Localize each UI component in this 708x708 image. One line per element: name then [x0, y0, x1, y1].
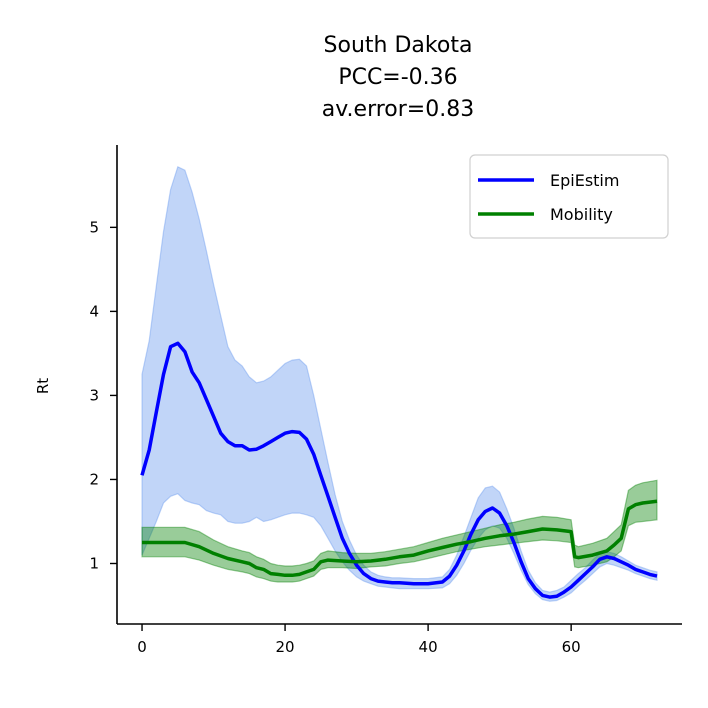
- x-ticks: 0 20 40 60: [137, 624, 581, 656]
- mobility-line: [142, 499, 658, 578]
- legend: EpiEstim Mobility: [469, 154, 669, 239]
- x-tick-label-40: 40: [419, 638, 438, 656]
- axes: [116, 145, 682, 625]
- x-tick-label-60: 60: [562, 638, 581, 656]
- x-tick-label-0: 0: [137, 638, 147, 656]
- y-tick-label-5: 5: [89, 218, 99, 236]
- y-axis-label: Rt: [34, 378, 52, 394]
- x-tick-label-20: 20: [276, 638, 295, 656]
- y-tick-label-1: 1: [89, 554, 99, 572]
- series-lines: [140, 341, 658, 599]
- y-tick-label-4: 4: [89, 302, 99, 320]
- title-line-3: av.error=0.83: [322, 97, 474, 122]
- epiestim-band: [141, 165, 658, 602]
- chart-title: South Dakota PCC=-0.36 av.error=0.83: [322, 33, 474, 122]
- y-ticks: 1 2 3 4 5: [89, 218, 117, 572]
- epiestim-line: [140, 341, 658, 599]
- legend-label-mobility: Mobility: [550, 205, 613, 224]
- title-line-1: South Dakota: [324, 33, 473, 58]
- y-tick-label-2: 2: [89, 470, 99, 488]
- y-tick-label-3: 3: [89, 386, 99, 404]
- legend-label-epiestim: EpiEstim: [550, 171, 619, 190]
- legend-frame: [469, 154, 669, 239]
- title-line-2: PCC=-0.36: [338, 65, 457, 90]
